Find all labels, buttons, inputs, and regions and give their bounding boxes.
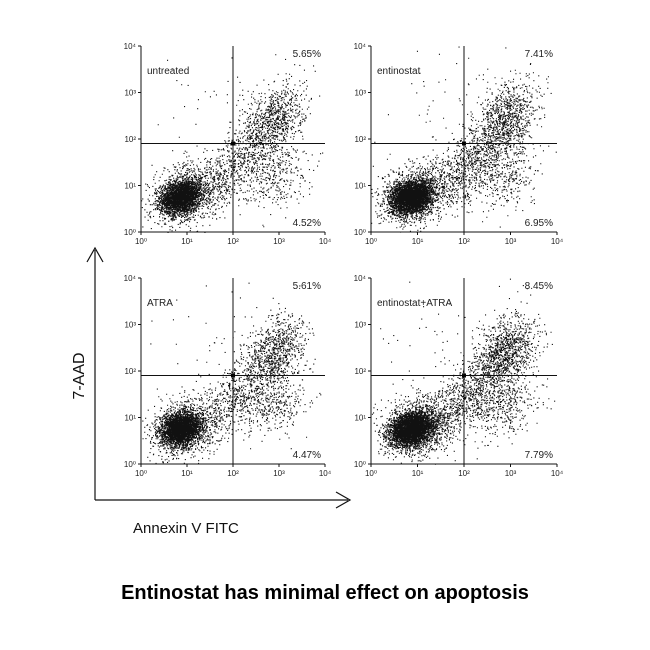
y-tick-label: 10¹: [124, 182, 136, 191]
main-axes: 7-AAD Annexin V FITC: [71, 246, 352, 537]
x-tick-label: 10²: [458, 469, 470, 478]
y-tick-label: 10⁰: [124, 228, 136, 237]
lower-right-percent: 4.47%: [293, 450, 321, 461]
gate-center-marker: [462, 373, 466, 378]
y-tick-label: 10³: [354, 89, 366, 98]
lower-right-percent: 6.95%: [525, 218, 553, 229]
upper-right-percent: 7.41%: [525, 49, 553, 60]
x-tick-label: 10²: [458, 237, 470, 246]
panel-label: ATRA: [147, 298, 173, 309]
x-axis-arrowhead: [335, 491, 352, 509]
y-tick-label: 10²: [124, 367, 136, 376]
scatter-dots-path: [141, 54, 324, 234]
x-tick-label: 10³: [505, 237, 517, 246]
gate-center-marker: [462, 141, 466, 146]
y-tick-label: 10¹: [124, 414, 136, 423]
lower-right-percent: 4.52%: [293, 218, 321, 229]
y-tick-label: 10⁴: [124, 274, 137, 283]
scatter-dots-path: [371, 46, 557, 233]
x-axis-label: Annexin V FITC: [133, 520, 239, 537]
x-tick-label: 10⁴: [319, 237, 332, 246]
x-tick-label: 10⁰: [365, 237, 377, 246]
scatter-dots-path: [142, 282, 322, 464]
y-tick-label: 10⁴: [354, 42, 367, 51]
y-tick-label: 10⁰: [354, 460, 366, 469]
y-tick-label: 10²: [124, 135, 136, 144]
y-tick-label: 10¹: [354, 182, 366, 191]
x-tick-label: 10⁴: [319, 469, 332, 478]
x-tick-label: 10²: [227, 469, 239, 478]
y-tick-label: 10⁰: [354, 228, 366, 237]
y-tick-label: 10⁴: [124, 42, 137, 51]
y-tick-label: 10³: [354, 321, 366, 330]
y-tick-label: 10⁰: [124, 460, 136, 469]
x-tick-label: 10¹: [412, 469, 424, 478]
y-tick-label: 10²: [354, 135, 366, 144]
y-axis-label: 7-AAD: [71, 352, 88, 399]
upper-right-percent: 5.65%: [293, 49, 321, 60]
x-tick-label: 10⁰: [365, 469, 377, 478]
lower-right-percent: 7.79%: [525, 450, 553, 461]
panel-label: untreated: [147, 66, 189, 77]
scatter-points: [142, 282, 322, 464]
figure-caption: Entinostat has minimal effect on apoptos…: [121, 582, 529, 604]
scatter-points: [371, 278, 556, 465]
panel-label: entinostat+ATRA: [377, 298, 452, 309]
y-tick-label: 10¹: [354, 414, 366, 423]
scatter-dots-path: [371, 278, 556, 465]
y-tick-label: 10³: [124, 89, 136, 98]
x-tick-label: 10²: [227, 237, 239, 246]
x-tick-label: 10³: [273, 469, 285, 478]
x-tick-label: 10³: [273, 237, 285, 246]
x-tick-label: 10¹: [181, 469, 193, 478]
scatter-points: [371, 46, 557, 233]
upper-right-percent: 8.45%: [525, 281, 553, 292]
y-tick-label: 10²: [354, 367, 366, 376]
scatter-panels: 10⁰10⁰10¹10¹10²10²10³10³10⁴10⁴untreated5…: [124, 42, 564, 478]
x-tick-label: 10³: [505, 469, 517, 478]
upper-right-percent: 5.61%: [293, 281, 321, 292]
x-tick-label: 10¹: [181, 237, 193, 246]
panel-label: entinostat: [377, 66, 421, 77]
x-tick-label: 10⁰: [135, 237, 147, 246]
gate-center-marker: [231, 373, 235, 378]
x-tick-label: 10⁴: [551, 469, 564, 478]
x-tick-label: 10¹: [412, 237, 424, 246]
scatter-points: [141, 54, 324, 234]
y-tick-label: 10³: [124, 321, 136, 330]
gate-center-marker: [231, 141, 235, 146]
y-axis-arrowhead: [86, 246, 104, 263]
x-tick-label: 10⁰: [135, 469, 147, 478]
x-tick-label: 10⁴: [551, 237, 564, 246]
y-tick-label: 10⁴: [354, 274, 367, 283]
